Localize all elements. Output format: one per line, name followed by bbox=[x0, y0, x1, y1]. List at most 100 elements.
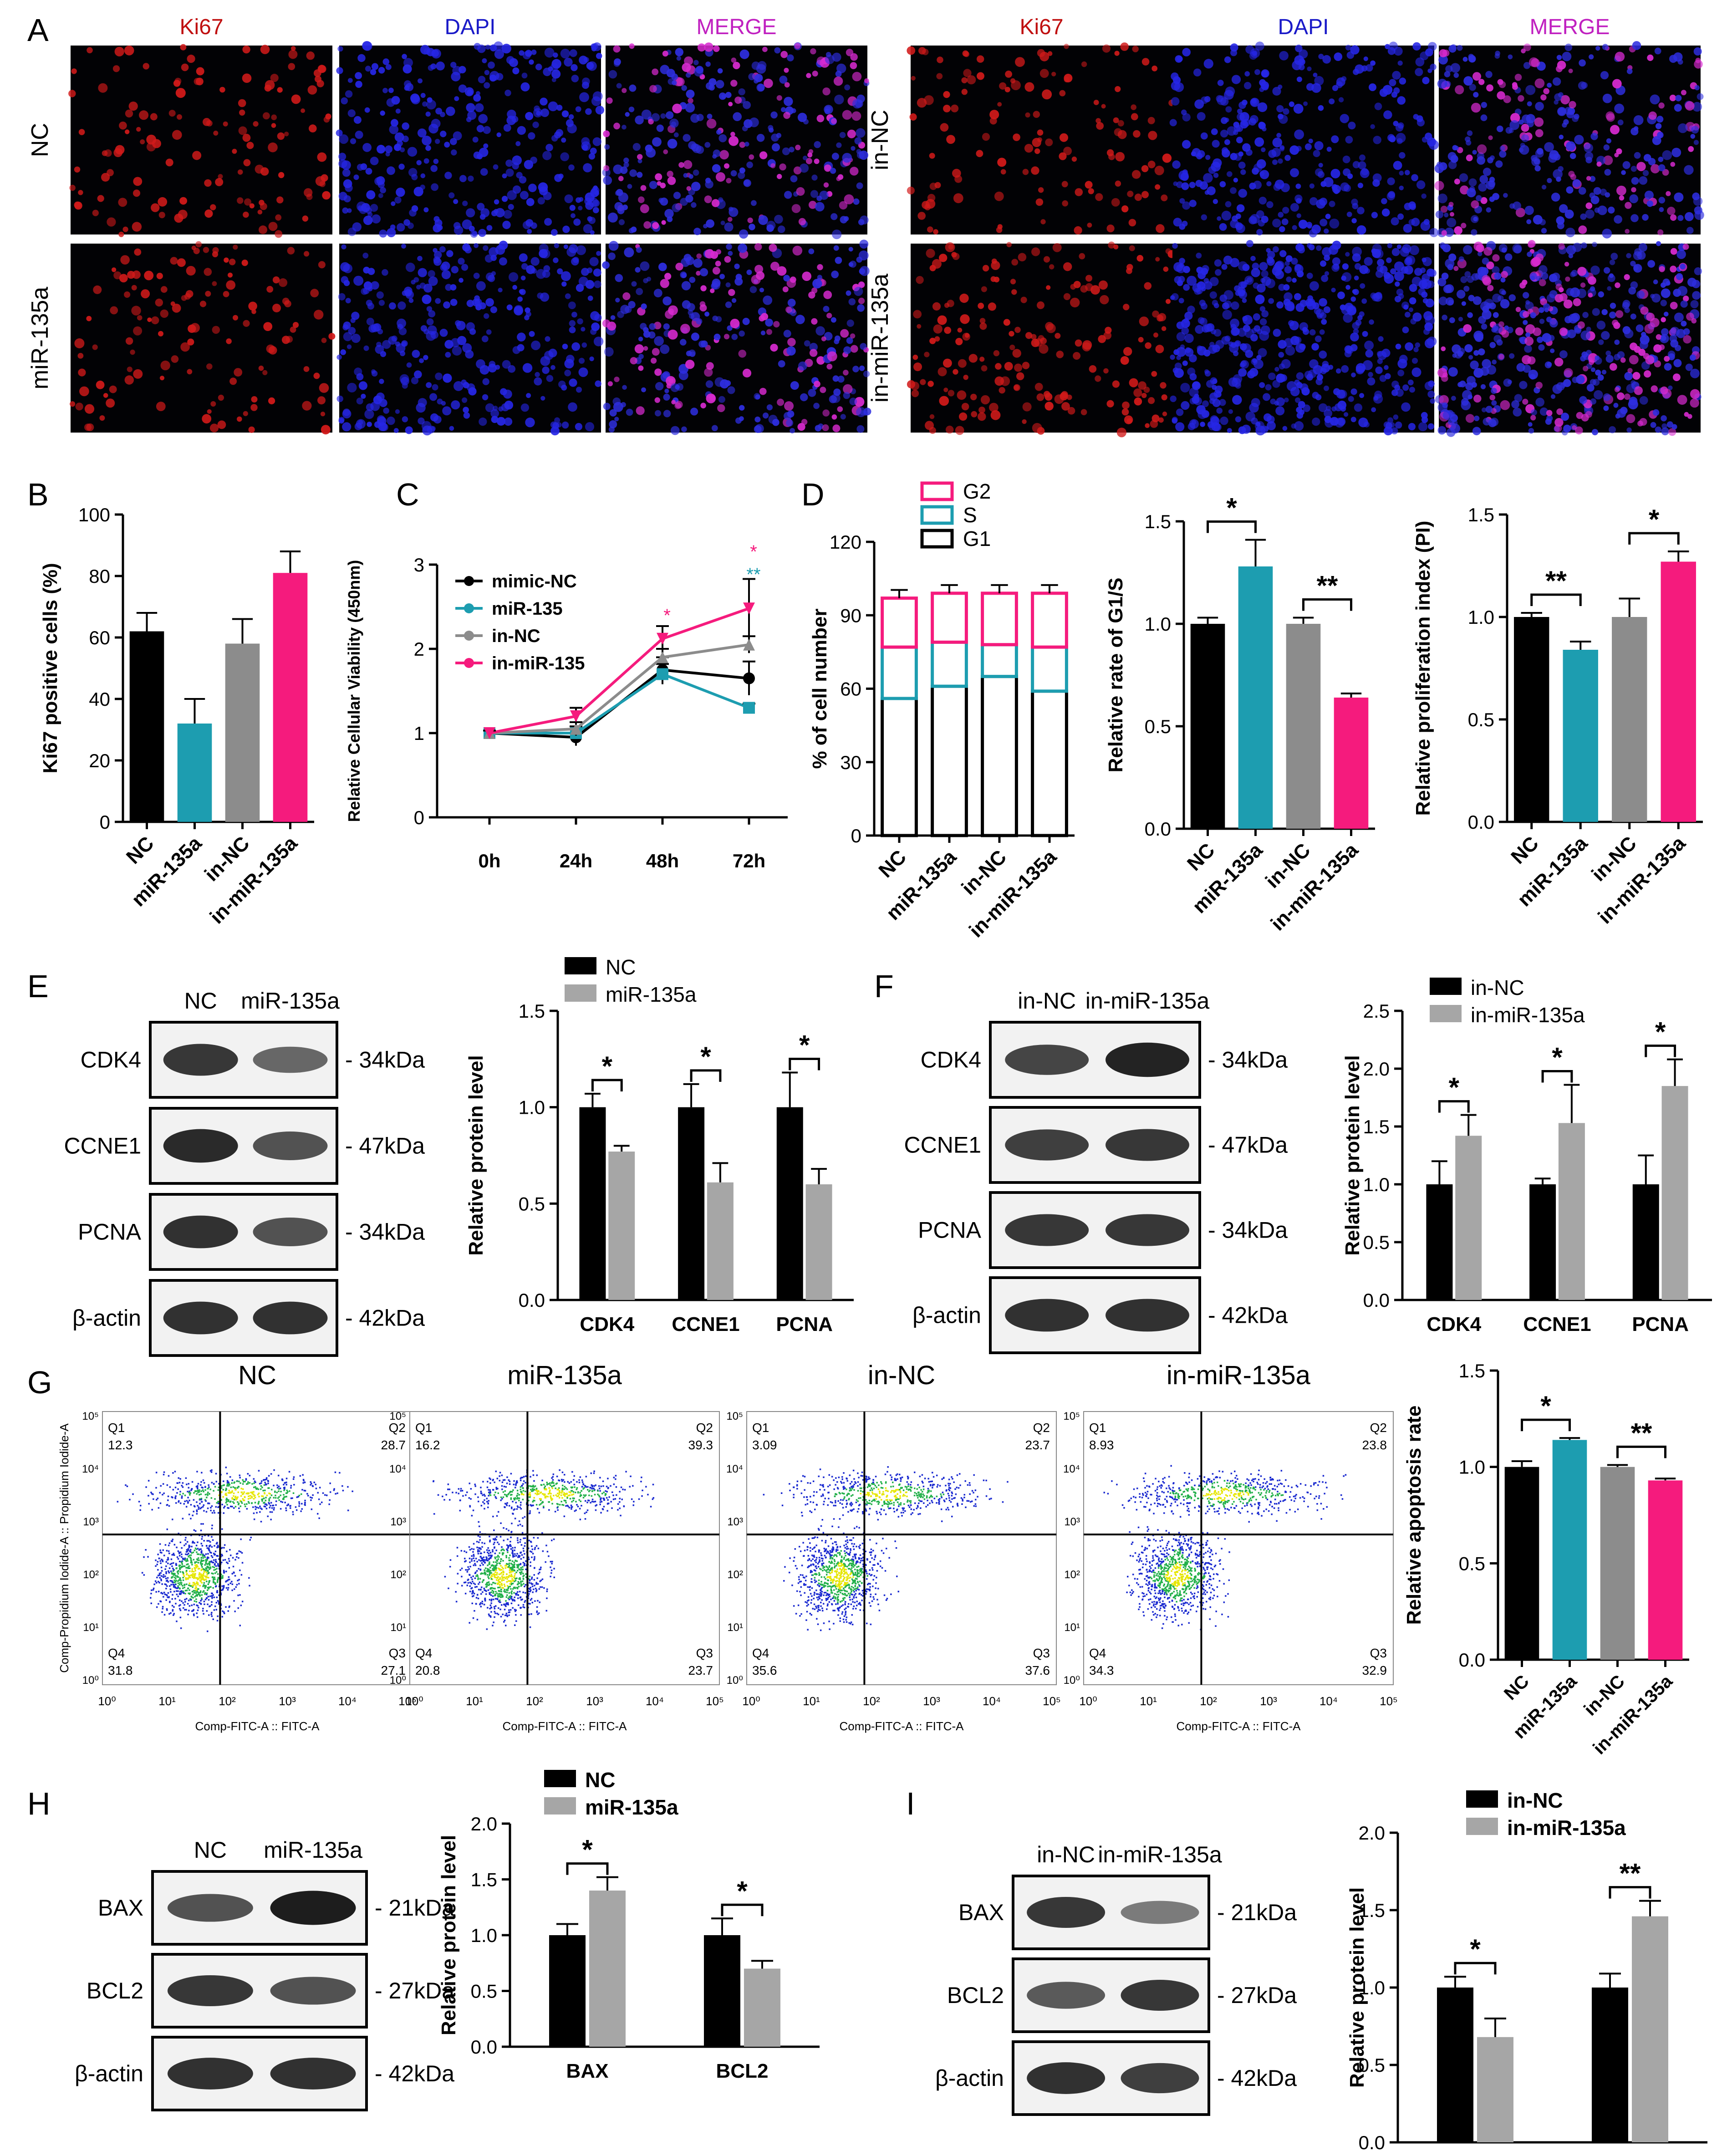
cell-nucleus bbox=[738, 350, 747, 358]
cell-nucleus bbox=[1564, 209, 1574, 219]
event-dot bbox=[214, 1569, 216, 1570]
cell-nucleus bbox=[545, 336, 550, 342]
cell-nucleus bbox=[194, 78, 201, 85]
cell-nucleus bbox=[1161, 326, 1167, 331]
cell-nucleus bbox=[1233, 178, 1238, 183]
cell-nucleus bbox=[1213, 173, 1219, 178]
cell-nucleus bbox=[1686, 227, 1694, 234]
event-dot bbox=[191, 1564, 193, 1565]
cell-nucleus bbox=[1037, 137, 1042, 143]
event-dot bbox=[171, 1598, 173, 1600]
event-dot bbox=[194, 1596, 196, 1598]
cell-nucleus bbox=[1317, 313, 1323, 319]
event-dot bbox=[189, 1556, 191, 1559]
cell-nucleus bbox=[203, 118, 211, 126]
event-dot bbox=[210, 1555, 213, 1557]
event-dot bbox=[203, 1574, 204, 1576]
cell-nucleus bbox=[680, 339, 687, 346]
cell-nucleus bbox=[693, 60, 699, 66]
cell-nucleus bbox=[1235, 341, 1240, 347]
cell-nucleus bbox=[1408, 423, 1416, 431]
event-dot bbox=[182, 1572, 184, 1574]
cell-nucleus bbox=[1319, 298, 1327, 307]
cell-nucleus bbox=[1568, 253, 1574, 259]
cell-nucleus bbox=[421, 421, 432, 431]
cell-nucleus bbox=[706, 82, 713, 90]
cell-nucleus bbox=[615, 274, 623, 282]
cell-nucleus bbox=[816, 356, 825, 365]
cell-nucleus bbox=[704, 368, 713, 377]
cell-nucleus bbox=[613, 164, 623, 174]
x-tick-label: 72h bbox=[733, 850, 765, 872]
event-dot bbox=[168, 1542, 171, 1544]
cell-nucleus bbox=[1562, 51, 1572, 61]
cell-nucleus bbox=[636, 288, 643, 296]
cell-nucleus bbox=[1393, 121, 1399, 127]
cell-nucleus bbox=[1390, 268, 1396, 275]
cell-nucleus bbox=[1630, 166, 1637, 172]
event-dot bbox=[194, 1530, 197, 1532]
cell-nucleus bbox=[482, 58, 487, 63]
cell-nucleus bbox=[1013, 133, 1020, 141]
cell-nucleus bbox=[1399, 77, 1406, 85]
cell-nucleus bbox=[356, 419, 366, 429]
cell-nucleus bbox=[1458, 256, 1464, 262]
event-dot bbox=[222, 1610, 224, 1612]
cell-nucleus bbox=[1528, 241, 1534, 248]
cell-nucleus bbox=[790, 428, 795, 433]
cell-nucleus bbox=[1249, 183, 1256, 190]
event-dot bbox=[203, 1540, 205, 1542]
cell-nucleus bbox=[571, 342, 581, 351]
cell-nucleus bbox=[418, 398, 427, 408]
cell-nucleus bbox=[1278, 352, 1284, 358]
cell-nucleus bbox=[1445, 65, 1453, 73]
cell-nucleus bbox=[808, 201, 817, 209]
cell-nucleus bbox=[1531, 157, 1541, 166]
cell-nucleus bbox=[1047, 51, 1053, 56]
cell-nucleus bbox=[587, 216, 593, 222]
cell-nucleus bbox=[125, 109, 133, 117]
event-dot bbox=[184, 1601, 186, 1603]
protein-band bbox=[1027, 1897, 1106, 1928]
y-axis-title: Ki67 positive cells (%) bbox=[39, 563, 61, 773]
cell-nucleus bbox=[831, 118, 837, 124]
event-dot bbox=[198, 1553, 199, 1555]
cell-nucleus bbox=[257, 209, 263, 215]
event-dot bbox=[211, 1615, 213, 1617]
cell-nucleus bbox=[1387, 417, 1394, 423]
cell-nucleus bbox=[1600, 189, 1607, 196]
cell-nucleus bbox=[1024, 144, 1034, 153]
cell-nucleus bbox=[112, 65, 120, 72]
cell-nucleus bbox=[1441, 230, 1447, 236]
cell-nucleus bbox=[114, 46, 124, 56]
cell-nucleus bbox=[951, 252, 957, 258]
cell-nucleus bbox=[1013, 384, 1020, 391]
cell-nucleus bbox=[426, 306, 433, 312]
cell-nucleus bbox=[1697, 93, 1704, 100]
cell-nucleus bbox=[1182, 169, 1188, 175]
cell-nucleus bbox=[1138, 337, 1144, 342]
legend-label: NC bbox=[606, 955, 636, 979]
event-dot bbox=[181, 1563, 183, 1565]
event-dot bbox=[181, 1556, 183, 1558]
cell-nucleus bbox=[551, 135, 558, 142]
cell-nucleus bbox=[1189, 419, 1199, 429]
event-dot bbox=[188, 1584, 190, 1586]
cell-nucleus bbox=[776, 133, 781, 138]
cell-nucleus bbox=[982, 133, 990, 141]
cell-nucleus bbox=[181, 63, 189, 71]
cell-nucleus bbox=[651, 113, 660, 122]
cell-nucleus bbox=[663, 393, 670, 401]
cell-nucleus bbox=[835, 71, 842, 77]
cell-nucleus bbox=[1238, 162, 1246, 169]
channel-label-merge: MERGE bbox=[696, 15, 776, 39]
cell-nucleus bbox=[1042, 89, 1052, 100]
event-dot bbox=[160, 1578, 162, 1580]
cell-nucleus bbox=[1043, 256, 1050, 263]
cell-nucleus bbox=[532, 122, 539, 128]
cell-nucleus bbox=[1561, 413, 1569, 421]
event-dot bbox=[214, 1545, 215, 1547]
event-dot bbox=[153, 1583, 155, 1585]
cell-nucleus bbox=[1351, 199, 1358, 206]
cell-nucleus bbox=[697, 43, 706, 52]
